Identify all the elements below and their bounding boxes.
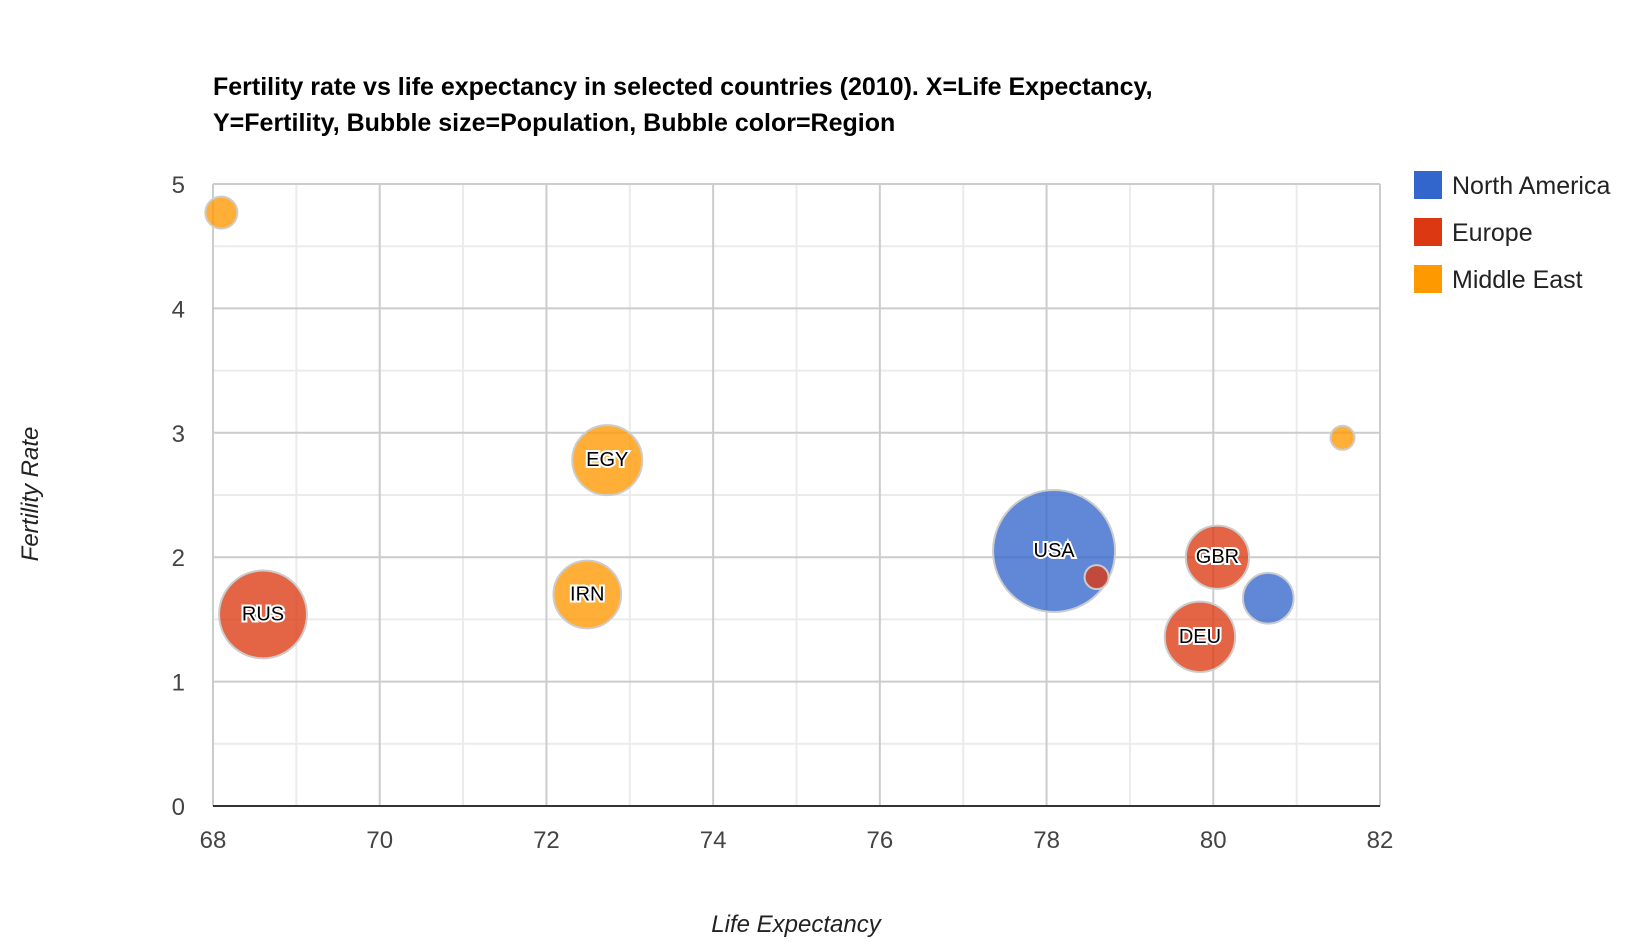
bubble-label-deu: DEU (1179, 626, 1221, 648)
y-tick-label: 3 (172, 421, 185, 448)
bubble-rus (218, 569, 308, 660)
y-tick-label: 4 (172, 296, 185, 323)
bubbles (204, 195, 1356, 674)
legend: North America Europe Middle East (1414, 171, 1610, 294)
bubble-deu (1163, 600, 1237, 674)
bubble-label-irn: IRN (570, 584, 604, 606)
y-tick-label: 5 (172, 172, 185, 199)
x-tick-label: 80 (1200, 827, 1227, 854)
x-axis-title: Life Expectancy (711, 911, 882, 938)
bubble-label-usa: USA (1034, 540, 1076, 562)
bubble-gbr (1184, 524, 1251, 590)
legend-label-middle-east: Middle East (1452, 266, 1583, 294)
legend-label-europe: Europe (1452, 219, 1533, 247)
bubble-unlabeled (204, 195, 239, 230)
bubble-unlabeled (1241, 571, 1295, 625)
legend-swatch-middle-east (1414, 265, 1442, 293)
bubble-unlabeled (1329, 424, 1356, 451)
legend-swatch-north-america (1414, 171, 1442, 199)
bubble-irn (552, 559, 623, 630)
x-tick-label: 74 (700, 827, 727, 854)
x-tick-label: 70 (366, 827, 393, 854)
grid (212, 183, 1381, 807)
legend-swatch-europe (1414, 218, 1442, 246)
chart-title-line-2: Y=Fertility, Bubble size=Population, Bub… (213, 109, 895, 137)
bubble-label-egy: EGY (586, 449, 628, 471)
x-tick-label: 72 (533, 827, 560, 854)
x-tick-label: 78 (1033, 827, 1060, 854)
axis-ticks: 68 70 72 74 76 78 80 82 0 1 2 3 4 5 (172, 172, 1394, 854)
bubble-egy (571, 424, 644, 497)
bubble-unlabeled (1083, 564, 1110, 591)
chart-title-line-1: Fertility rate vs life expectancy in sel… (213, 73, 1153, 101)
x-tick-label: 68 (200, 827, 227, 854)
y-tick-label: 1 (172, 670, 185, 697)
y-axis-title: Fertility Rate (17, 427, 44, 562)
y-tick-label: 2 (172, 545, 185, 572)
y-tick-label: 0 (172, 794, 185, 821)
bubble-label-gbr: GBR (1196, 546, 1239, 568)
bubble-labels: RUS EGY IRN USA GBR DEU (240, 447, 1241, 650)
x-tick-label: 76 (867, 827, 894, 854)
bubble-label-rus: RUS (242, 603, 284, 625)
legend-label-north-america: North America (1452, 172, 1610, 200)
x-tick-label: 82 (1367, 827, 1394, 854)
